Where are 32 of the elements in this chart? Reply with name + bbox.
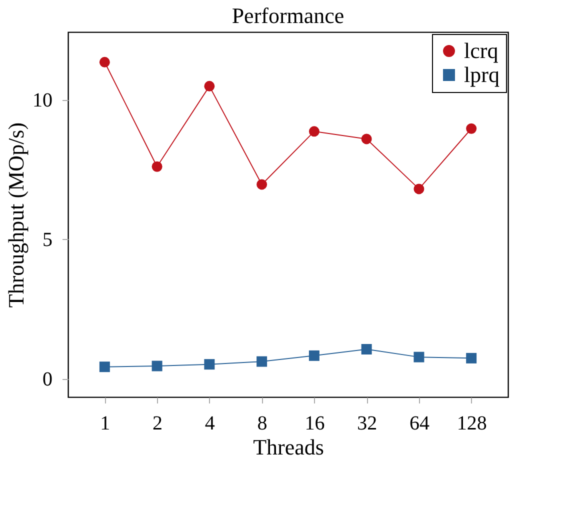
- chart-title: Performance: [232, 3, 344, 28]
- x-tick-label: 16: [304, 412, 325, 434]
- x-tick-label: 4: [204, 412, 215, 434]
- x-tick-label: 8: [257, 412, 268, 434]
- y-tick-label: 5: [42, 228, 52, 251]
- y-tick-label: 10: [32, 89, 52, 112]
- point: [99, 56, 110, 68]
- legend-label: lprq: [464, 62, 500, 87]
- x-tick-label: 64: [409, 412, 430, 434]
- x-axis-title: Threads: [253, 434, 324, 460]
- point: [308, 350, 320, 361]
- point: [152, 360, 162, 372]
- point: [361, 134, 372, 144]
- point: [256, 356, 268, 367]
- point: [466, 123, 477, 134]
- x-tick-label: 1: [100, 412, 110, 434]
- point: [414, 352, 424, 362]
- x-tick-label: 128: [456, 412, 487, 434]
- point: [466, 352, 477, 364]
- point: [414, 184, 424, 194]
- y-tick-label: 0: [42, 368, 52, 391]
- point: [256, 179, 268, 190]
- point: [204, 80, 215, 92]
- point: [308, 126, 320, 137]
- point: [99, 362, 110, 372]
- legend-label: lcrq: [464, 38, 498, 63]
- x-tick-label: 32: [357, 412, 378, 434]
- x-tick-label: 2: [152, 412, 163, 434]
- point: [204, 359, 215, 370]
- point: [152, 161, 162, 172]
- point: [361, 344, 372, 354]
- y-axis-title: Throughput (MOp/s): [4, 122, 28, 308]
